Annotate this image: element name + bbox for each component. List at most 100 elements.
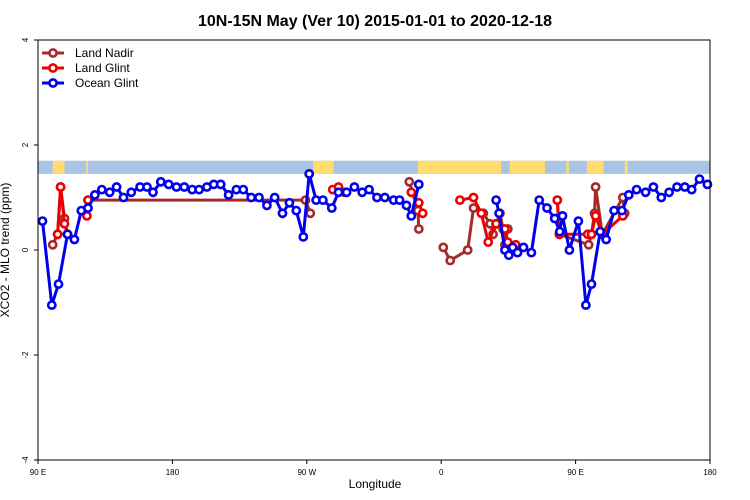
data-point	[413, 224, 424, 234]
data-point	[694, 174, 705, 184]
data-point	[476, 208, 487, 219]
data-point	[583, 239, 594, 250]
data-point	[494, 208, 504, 219]
legend-item: Ocean Glint	[42, 76, 139, 90]
data-point	[155, 176, 166, 187]
data-point	[590, 182, 601, 192]
legend-label: Ocean Glint	[75, 76, 139, 90]
data-point	[46, 300, 57, 310]
data-point	[90, 189, 100, 200]
data-point	[59, 218, 70, 229]
data-point	[246, 192, 257, 203]
land-band	[509, 160, 545, 174]
data-point	[179, 182, 190, 192]
data-point	[573, 216, 584, 226]
data-point	[47, 239, 58, 250]
data-point	[118, 192, 129, 203]
data-point	[379, 192, 390, 203]
series-1	[52, 182, 628, 250]
series-2	[37, 168, 713, 310]
data-point	[349, 182, 360, 192]
y-tick-label: -2	[21, 351, 30, 359]
data-point	[542, 203, 552, 213]
data-point	[215, 179, 226, 190]
data-point	[534, 195, 545, 205]
data-point	[333, 187, 344, 198]
data-point	[656, 192, 667, 203]
x-axis-label: Longitude	[349, 477, 402, 491]
data-point	[171, 182, 182, 192]
data-point	[62, 229, 73, 240]
data-point	[126, 187, 137, 198]
data-point	[254, 192, 264, 203]
legend-marker	[48, 48, 58, 58]
ocean-band	[38, 160, 710, 174]
series-line	[494, 177, 709, 307]
data-point	[111, 182, 122, 192]
data-point	[503, 250, 514, 261]
data-point	[372, 192, 382, 203]
data-point	[148, 187, 158, 198]
legend-marker	[48, 63, 58, 73]
data-point	[223, 189, 234, 200]
y-tick-label: 0	[21, 247, 30, 252]
land-band	[86, 160, 89, 174]
y-axis: -4 -2 0 2 4	[21, 37, 38, 464]
land-ocean-band	[38, 160, 710, 174]
data-point	[406, 187, 417, 198]
data-point	[406, 210, 417, 221]
data-point	[702, 179, 713, 190]
data-point	[341, 187, 352, 198]
data-point	[491, 218, 501, 229]
data-point	[96, 184, 107, 195]
data-point	[601, 234, 612, 245]
data-point	[623, 189, 634, 200]
data-point	[404, 176, 415, 187]
land-band	[586, 160, 604, 174]
y-tick-label: -4	[21, 456, 30, 464]
data-point	[549, 213, 560, 224]
y-axis-label: XCO2 - MLO trend (ppm)	[0, 183, 12, 318]
data-point	[462, 245, 473, 255]
data-point	[483, 237, 494, 247]
data-point	[617, 205, 627, 216]
data-point	[291, 205, 302, 216]
data-point	[394, 195, 405, 205]
data-point	[552, 195, 563, 205]
data-point	[564, 245, 575, 255]
data-point	[142, 182, 152, 192]
data-point	[664, 187, 674, 198]
data-point	[491, 195, 501, 205]
data-point	[104, 187, 115, 198]
data-point	[554, 226, 565, 237]
data-point	[445, 255, 456, 266]
data-point	[686, 184, 697, 195]
data-point	[413, 179, 424, 190]
x-tick-label: 90 E	[30, 468, 46, 477]
data-point	[586, 279, 597, 289]
data-point	[194, 184, 204, 195]
data-point	[284, 197, 295, 208]
x-tick-label: 90 W	[297, 468, 316, 477]
data-point	[69, 234, 80, 245]
land-band	[417, 160, 502, 174]
plot-frame	[37, 39, 711, 461]
x-tick-label: 0	[439, 468, 444, 477]
data-point	[581, 300, 591, 310]
data-point	[438, 242, 449, 253]
land-band	[52, 160, 65, 174]
legend-item: Land Glint	[42, 61, 130, 75]
legend-label: Land Glint	[75, 61, 130, 75]
series-layer	[37, 168, 713, 310]
data-point	[238, 184, 249, 195]
data-point	[518, 242, 529, 253]
legend-item: Land Nadir	[42, 46, 134, 60]
data-point	[512, 247, 523, 258]
land-band	[624, 160, 628, 174]
data-point	[631, 184, 642, 195]
data-point	[417, 208, 428, 219]
data-point	[261, 200, 272, 211]
data-point	[590, 210, 601, 221]
